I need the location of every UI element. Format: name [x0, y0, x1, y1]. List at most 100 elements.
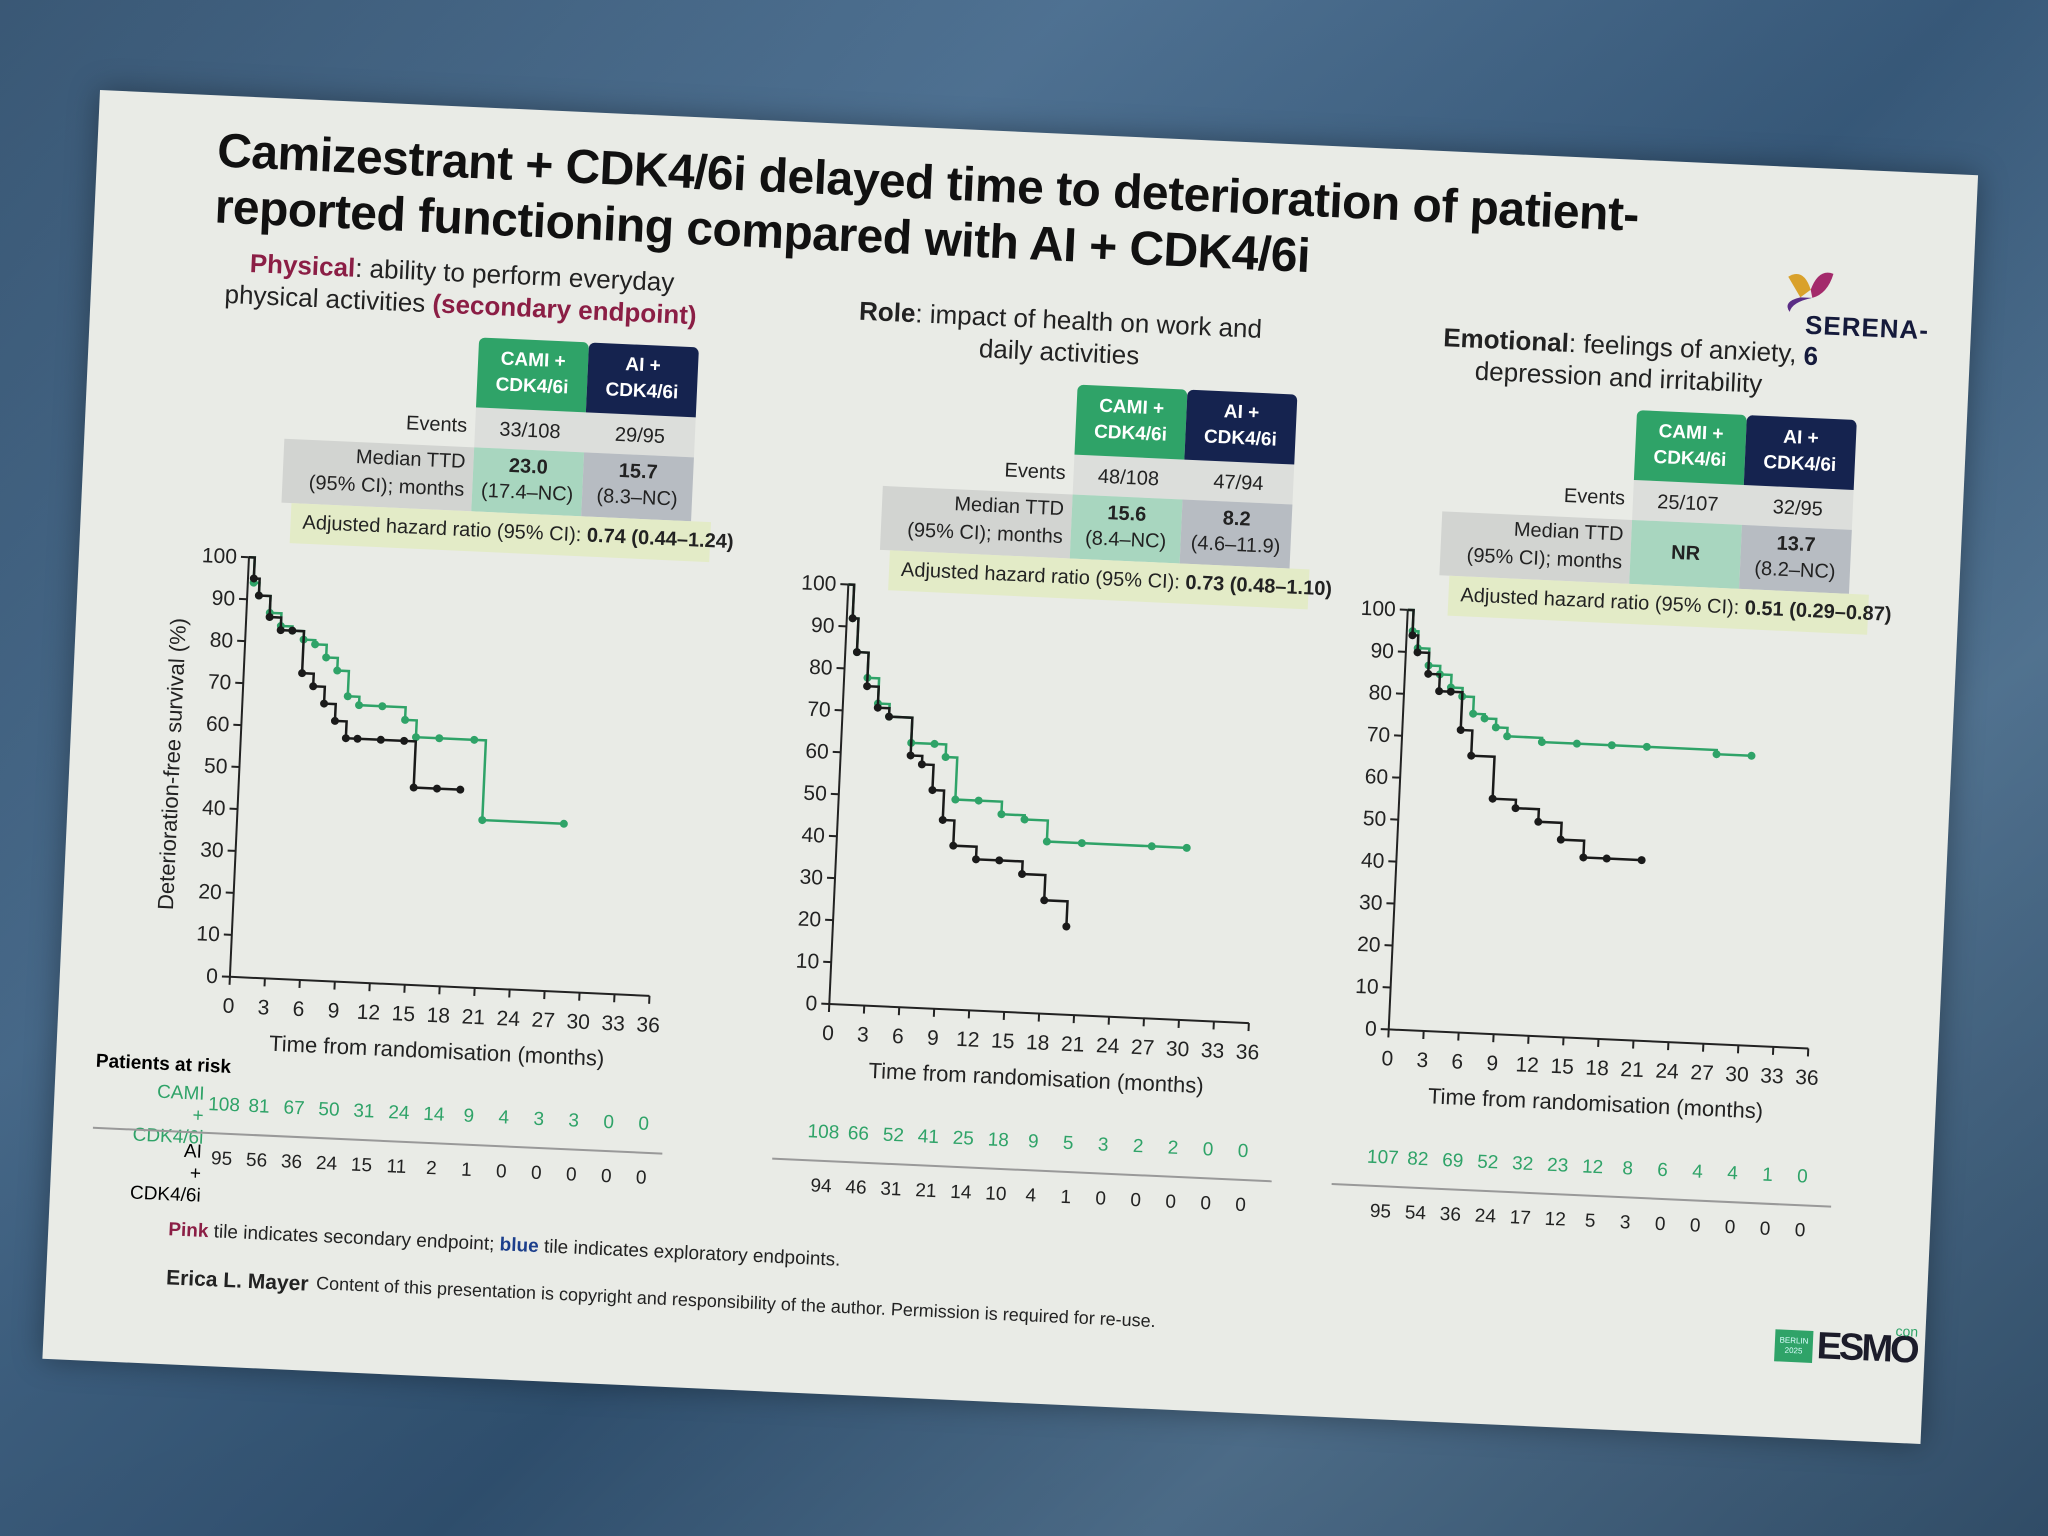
x-tick-label: 18	[1026, 1031, 1050, 1055]
footnote-text-end: tile indicates exploratory endpoints.	[538, 1236, 841, 1271]
x-tick-label: 15	[1550, 1055, 1574, 1079]
panel-heading: Role: impact of health on work and daily…	[849, 294, 1271, 377]
censor-mark	[265, 613, 274, 622]
km-curve-ai	[248, 555, 461, 791]
censor-mark	[1488, 794, 1497, 803]
x-tick-label: 3	[1416, 1049, 1429, 1073]
x-tick-label: 33	[1200, 1039, 1224, 1063]
y-tick-label: 100	[801, 571, 837, 596]
censor-mark	[401, 715, 410, 724]
chart-panel-role: Role: impact of health on work and daily…	[752, 272, 1392, 1216]
column-header-ai: AI + CDK4/6i	[585, 342, 699, 418]
x-tick-label: 27	[531, 1009, 555, 1033]
censor-mark	[1182, 843, 1191, 852]
congress-badge: BERLIN 2025	[1774, 1329, 1814, 1363]
x-tick-label: 6	[892, 1025, 905, 1049]
heading-bold: Role	[858, 295, 917, 329]
censor-mark	[411, 733, 420, 742]
y-tick-label: 60	[205, 712, 229, 736]
x-tick-label: 36	[1235, 1041, 1259, 1065]
x-tick-label: 27	[1690, 1061, 1714, 1085]
censor-mark	[930, 739, 939, 748]
at-risk-ai: 0	[1794, 1220, 1806, 1242]
events-label: Events	[1563, 484, 1626, 510]
x-tick-label: 30	[1725, 1063, 1749, 1087]
x-tick-label: 18	[426, 1004, 450, 1028]
censor-mark	[355, 701, 364, 710]
censor-mark	[341, 734, 350, 743]
at-risk-cami: 0	[1796, 1166, 1809, 1188]
author: Erica L. Mayer	[165, 1266, 309, 1296]
y-tick-label: 70	[807, 698, 831, 722]
censor-mark	[885, 712, 894, 721]
km-curve-ai	[848, 583, 1069, 927]
censor-mark	[343, 692, 352, 701]
y-tick-label: 10	[795, 949, 819, 973]
at-risk-cami: 0	[637, 1113, 650, 1135]
censor-mark	[1537, 738, 1546, 747]
censor-mark	[559, 819, 568, 828]
panel-heading: Physical: ability to perform everyday ph…	[210, 245, 712, 332]
censor-mark	[435, 734, 444, 743]
y-tick-label: 70	[207, 671, 231, 695]
median-cami: NR	[1670, 541, 1701, 566]
y-tick-label: 90	[811, 614, 835, 638]
censor-mark	[1469, 709, 1478, 718]
x-tick-label: 36	[1795, 1066, 1819, 1090]
y-tick-label: 90	[1370, 639, 1394, 663]
y-axis-label: Deterioration-free survival (%)	[153, 617, 191, 910]
x-tick-label: 0	[1381, 1047, 1394, 1071]
censor-mark	[1040, 896, 1049, 905]
x-tick-label: 21	[461, 1005, 485, 1029]
chart-panel-emotional: Emotional: feelings of anxiety, depressi…	[1311, 297, 1951, 1242]
censor-mark	[330, 716, 339, 725]
median-ai: 8.2	[1222, 507, 1252, 531]
y-tick-label: 60	[1364, 765, 1388, 789]
y-tick-label: 50	[204, 754, 228, 778]
censor-mark	[1747, 751, 1756, 760]
median-ai: 15.7	[618, 459, 659, 484]
x-tick-label: 12	[1515, 1053, 1539, 1077]
ci-ai: (8.3–NC)	[596, 484, 679, 511]
x-tick-label: 0	[222, 995, 235, 1019]
censor-mark	[949, 841, 958, 850]
heading-text: : impact of health on work and daily act…	[914, 298, 1263, 371]
censor-mark	[1435, 687, 1444, 696]
x-tick-label: 9	[926, 1027, 939, 1051]
presentation-slide: Camizestrant + CDK4/6i delayed time to d…	[42, 90, 1979, 1444]
at-risk-cami: 0	[1237, 1140, 1249, 1163]
column-header-cami: CAMI + CDK4/6i	[1074, 384, 1188, 460]
censor-mark	[906, 751, 915, 760]
at-risk-table: 108 66 52 41 25 18 9 5 3 2 2 0 0 94 46 31 21 14 10 4 1 0 0 0 0 0	[750, 1081, 1275, 1224]
x-tick-label: 0	[822, 1022, 835, 1046]
y-tick-label: 70	[1366, 723, 1390, 747]
median-ai: 13.7	[1776, 532, 1817, 557]
events-label: Events	[1004, 459, 1067, 485]
y-tick-label: 20	[1357, 933, 1381, 957]
y-tick-label: 0	[206, 965, 219, 989]
y-tick-label: 10	[196, 922, 220, 946]
censor-mark	[276, 626, 285, 635]
censor-mark	[1642, 742, 1651, 751]
censor-mark	[997, 810, 1006, 819]
km-curve-cami	[1407, 608, 1752, 758]
events-label: Events	[405, 412, 468, 437]
censor-mark	[1424, 669, 1433, 678]
x-tick-label: 3	[257, 996, 270, 1020]
median-cami: 15.6	[1106, 502, 1147, 526]
x-tick-label: 6	[292, 998, 305, 1022]
y-tick-label: 40	[202, 796, 226, 820]
panel-heading: Emotional: feelings of anxiety, depressi…	[1408, 320, 1830, 403]
censor-mark	[941, 753, 950, 762]
events-cami: 25/107	[1656, 491, 1719, 516]
censor-mark	[400, 736, 409, 745]
arm-cami-l1: CAMI	[156, 1081, 206, 1105]
footnote: Pink tile indicates secondary endpoint; …	[168, 1219, 841, 1271]
censor-mark	[1062, 922, 1071, 931]
censor-mark	[1467, 751, 1476, 760]
censor-mark	[478, 816, 487, 825]
y-tick-label: 90	[211, 587, 235, 611]
censor-mark	[917, 760, 926, 769]
